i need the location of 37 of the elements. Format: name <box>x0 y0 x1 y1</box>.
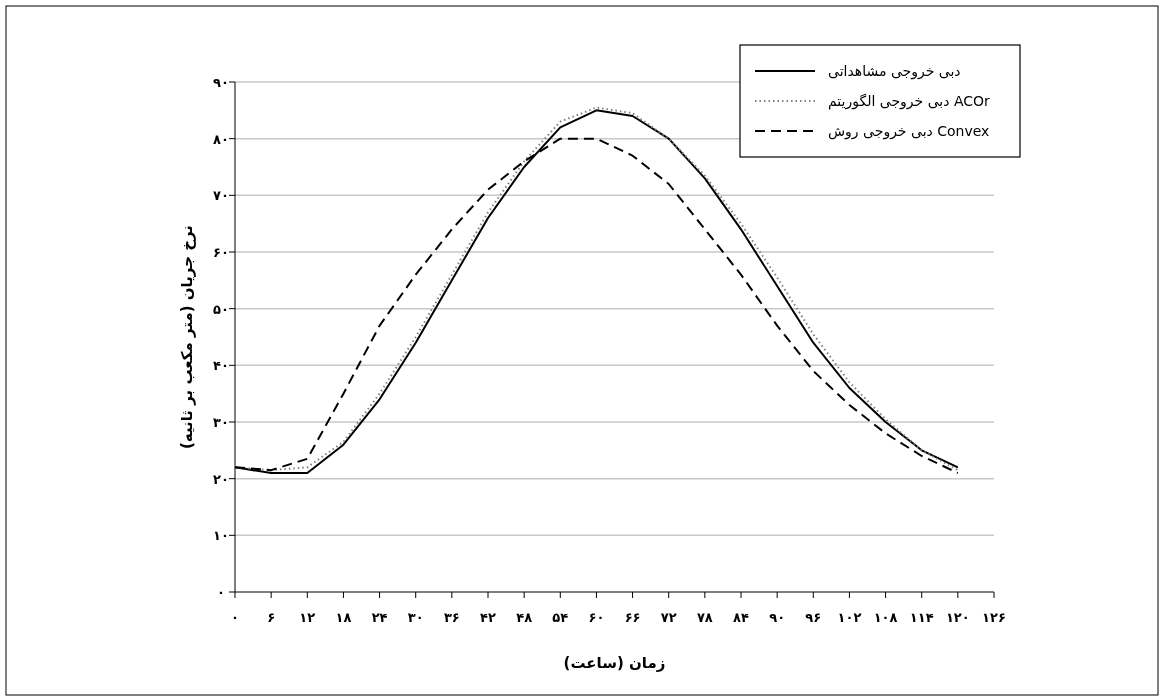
x-tick-label: ۴۲ <box>480 610 496 625</box>
x-tick-label: ۱۲ <box>299 610 316 625</box>
x-tick-label: ۷۸ <box>696 610 713 625</box>
x-tick-label: ۵۴ <box>552 610 569 625</box>
y-tick-label: ۷۰ <box>213 188 229 204</box>
x-tick-label: ۲۴ <box>371 610 388 625</box>
y-tick-label: ۰ <box>217 585 225 600</box>
legend-label: دبی خروجی روش Convex <box>828 123 990 140</box>
x-tick-label: ۳۰ <box>407 610 424 625</box>
legend-label: دبی خروجی مشاهداتی <box>828 63 961 80</box>
y-tick-label: ۳۰ <box>213 415 229 430</box>
x-tick-label: ۶ <box>267 610 276 625</box>
x-tick-label: ۱۱۴ <box>909 610 934 625</box>
x-tick-label: ۶۰ <box>588 610 605 625</box>
x-tick-label: ۳۶ <box>443 610 460 625</box>
x-tick-label: ۱۰۸ <box>873 610 898 625</box>
x-tick-label: ۰ <box>231 610 239 625</box>
x-tick-label: ۹۶ <box>805 610 822 625</box>
x-axis-title: زمان (ساعت) <box>563 654 666 672</box>
y-axis-title: نرخ جریان (متر مکعب بر ثانیه) <box>178 225 196 449</box>
x-tick-label: ۱۰۲ <box>837 610 862 625</box>
x-tick-label: ۱۲۰ <box>945 610 970 625</box>
x-tick-label: ۱۸ <box>335 610 352 625</box>
y-tick-label: ۸۰ <box>213 131 229 147</box>
x-tick-label: ۹۰ <box>769 610 786 625</box>
y-tick-label: ۴۰ <box>213 358 229 374</box>
y-tick-label: ۶۰ <box>213 245 229 260</box>
y-tick-label: ۹۰ <box>213 75 229 90</box>
legend-label: دبی خروجی الگوریتم ACOr <box>828 93 991 110</box>
x-tick-label: ۱۲۶ <box>982 610 1006 625</box>
x-tick-label: ۷۲ <box>660 610 677 625</box>
x-tick-label: ۸۴ <box>733 610 749 625</box>
y-tick-label: ۲۰ <box>213 471 229 487</box>
x-tick-label: ۴۸ <box>516 610 533 625</box>
y-tick-label: ۱۰ <box>213 528 229 544</box>
x-tick-label: ۶۶ <box>624 610 641 625</box>
y-tick-label: ۵۰ <box>213 301 229 317</box>
